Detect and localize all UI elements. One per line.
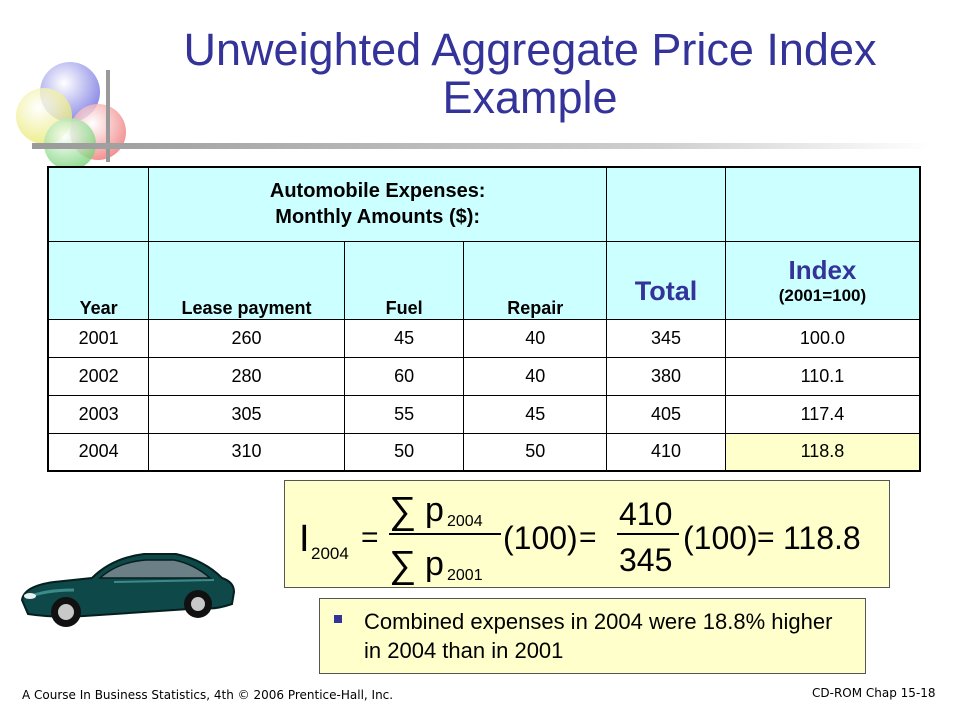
cell-year: 2003 xyxy=(47,394,150,434)
formula-den-p: p xyxy=(425,545,444,583)
group-header: Automobile Expenses: Monthly Amounts ($)… xyxy=(148,166,608,242)
formula-sum-num: ∑ xyxy=(389,490,416,532)
group-header-line-2: Monthly Amounts ($): xyxy=(275,206,481,229)
cell-total: 405 xyxy=(606,394,726,434)
cell-index: 100.0 xyxy=(724,318,921,358)
total-label: Total xyxy=(634,275,698,306)
cell-total: 410 xyxy=(606,432,726,472)
column-header-lease: Lease payment xyxy=(148,240,345,320)
cell-lease: 305 xyxy=(148,394,345,434)
cell-year: 2001 xyxy=(47,318,150,358)
table-row: 2004 310 50 50 410 118.8 xyxy=(47,432,921,472)
column-header-fuel: Fuel xyxy=(343,240,465,320)
index-formula: I 2004 = ∑ p 2004 ∑ p 2001 (100) = 410 3… xyxy=(299,490,861,586)
group-header-line-1: Automobile Expenses: xyxy=(269,180,486,203)
expenses-table: Automobile Expenses: Monthly Amounts ($)… xyxy=(47,166,921,472)
formula-den-sub: 2001 xyxy=(447,567,483,584)
cell-lease: 280 xyxy=(148,356,345,396)
cell-total: 380 xyxy=(606,356,726,396)
formula-box: I 2004 = ∑ p 2004 ∑ p 2001 (100) = 410 3… xyxy=(284,480,890,588)
cell-fuel: 60 xyxy=(343,356,465,396)
cell-repair: 40 xyxy=(463,356,608,396)
formula-eq-3: = xyxy=(757,521,775,554)
table-row: 2001 260 45 40 345 100.0 xyxy=(47,318,921,358)
cell-total: 345 xyxy=(606,318,726,358)
car-icon xyxy=(20,553,236,627)
header-empty-cell xyxy=(47,166,150,242)
slide-title: Unweighted Aggregate Price Index Example xyxy=(150,26,910,122)
column-header-index: Index (2001=100) xyxy=(724,240,921,320)
table-header-row-2: Year Lease payment Fuel Repair Total Ind… xyxy=(47,240,921,320)
conclusion-box: Combined expenses in 2004 were 18.8% hig… xyxy=(319,598,866,674)
cell-year: 2002 xyxy=(47,356,150,396)
cell-index-highlighted: 118.8 xyxy=(724,432,921,472)
formula-factor-2: (100) xyxy=(683,520,758,556)
footer-copyright: A Course In Business Statistics, 4th © 2… xyxy=(22,688,394,702)
cell-index: 110.1 xyxy=(724,356,921,396)
header-empty-cell xyxy=(606,166,726,242)
cell-fuel: 50 xyxy=(343,432,465,472)
column-header-repair: Repair xyxy=(463,240,608,320)
cell-repair: 40 xyxy=(463,318,608,358)
title-rule-horizontal xyxy=(32,143,932,149)
cell-lease: 310 xyxy=(148,432,345,472)
title-rule-vertical xyxy=(106,70,110,162)
formula-num-value: 410 xyxy=(619,496,672,532)
index-label: Index xyxy=(788,254,857,285)
formula-fraction-bar-2 xyxy=(617,533,679,535)
formula-lhs-sub: 2004 xyxy=(311,544,349,563)
cell-lease: 260 xyxy=(148,318,345,358)
cell-repair: 45 xyxy=(463,394,608,434)
cell-year: 2004 xyxy=(47,432,150,472)
column-header-year: Year xyxy=(47,240,150,320)
header-empty-cell xyxy=(724,166,921,242)
formula-num-sub: 2004 xyxy=(447,513,483,530)
formula-eq-2: = xyxy=(579,521,597,554)
formula-fraction-bar-1 xyxy=(389,533,501,535)
table-row: 2003 305 55 45 405 117.4 xyxy=(47,394,921,434)
cell-fuel: 55 xyxy=(343,394,465,434)
formula-sum-den: ∑ xyxy=(389,544,416,586)
cell-fuel: 45 xyxy=(343,318,465,358)
conclusion-text: Combined expenses in 2004 were 18.8% hig… xyxy=(364,609,833,663)
formula-result: 118.8 xyxy=(783,520,861,556)
index-base-label: (2001=100) xyxy=(778,285,867,305)
overlapping-circles-icon xyxy=(16,62,126,170)
formula-eq-1: = xyxy=(361,521,379,554)
table-row: 2002 280 60 40 380 110.1 xyxy=(47,356,921,396)
cell-index: 117.4 xyxy=(724,394,921,434)
title-line-2: Example xyxy=(442,72,618,123)
footer-slide-number: CD-ROM Chap 15-18 xyxy=(812,686,936,700)
cell-repair: 50 xyxy=(463,432,608,472)
column-header-total: Total xyxy=(606,240,726,320)
formula-lhs: I xyxy=(299,518,310,560)
formula-factor-1: (100) xyxy=(503,520,578,556)
formula-den-value: 345 xyxy=(619,542,672,578)
formula-num-p: p xyxy=(425,491,444,529)
table-header-row-1: Automobile Expenses: Monthly Amounts ($)… xyxy=(47,166,921,242)
title-line-1: Unweighted Aggregate Price Index xyxy=(183,24,877,75)
bullet-square-icon xyxy=(334,615,342,623)
